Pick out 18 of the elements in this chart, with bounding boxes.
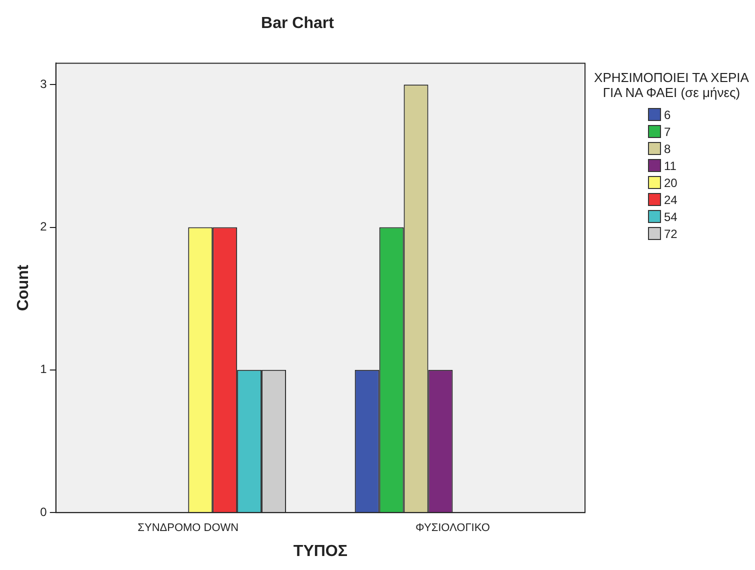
x-tick-label: ΣΥΝΔΡΟΜΟ DOWN (138, 522, 239, 534)
legend-label: 54 (664, 210, 678, 224)
legend-label: 6 (664, 108, 671, 122)
legend-label: 11 (664, 158, 676, 172)
legend-label: 8 (664, 142, 671, 156)
y-tick-label: 0 (40, 504, 48, 519)
y-tick-label: 2 (40, 220, 48, 234)
chart-title: Bar Chart (261, 15, 335, 32)
y-axis-title: Count (15, 264, 32, 311)
legend-label: 20 (664, 176, 678, 190)
x-tick-label: ΦΥΣΙΟΛΟΓΙΚΟ (416, 522, 490, 534)
y-tick-label: 1 (40, 362, 48, 376)
legend-label: 7 (664, 124, 671, 138)
legend-title: ΧΡΗΣΙΜΟΠΟΙΕΙ ΤΑ ΧΕΡΙΑ ΓΙΑ ΝΑ ΦΑΕΙ (σε μήνες) (593, 70, 750, 100)
legend-label: 72 (664, 226, 678, 240)
y-tick-label: 3 (40, 76, 48, 91)
x-axis-title: ΤΥΠΟΣ (293, 542, 348, 560)
legend-label: 24 (664, 192, 678, 206)
